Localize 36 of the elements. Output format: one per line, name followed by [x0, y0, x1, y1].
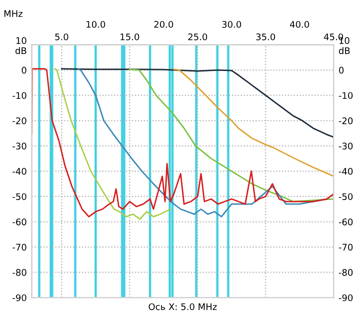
x-tick-label: 5.0 — [55, 33, 68, 40]
x2-tick-label: 30.0 — [222, 20, 242, 28]
y-tick-label: -90 — [12, 294, 26, 302]
y-tick-label: -60 — [12, 218, 26, 226]
line-series — [60, 68, 334, 138]
y2-tick-label: 0 — [339, 66, 344, 74]
y2-tick-label: -70 — [338, 244, 353, 251]
line-series — [173, 68, 334, 177]
x-tick-label: 25.0 — [188, 33, 208, 40]
y2-tick-label: -50 — [338, 193, 353, 200]
x-axis-title: Ось X: 5.0 MHz — [148, 303, 217, 310]
y2-tick-label: -80 — [338, 269, 353, 276]
x2-tick-label: 40.0 — [290, 20, 310, 28]
y-tick-label: -20 — [12, 117, 26, 124]
y-tick-label: -10 — [12, 92, 26, 99]
y2-tick-label: -90 — [338, 294, 353, 302]
y2-tick-label: -20 — [338, 117, 353, 124]
x2-tick-label: 20.0 — [154, 20, 174, 28]
y-tick-label: -30 — [12, 142, 26, 150]
y2-tick-label: -30 — [338, 142, 353, 150]
x2-tick-label: 10.0 — [86, 20, 106, 28]
y2-tick-label: -40 — [338, 168, 353, 175]
y2-tick-label: -60 — [338, 218, 353, 226]
y2-tick-label: -10 — [338, 92, 353, 99]
line-series — [128, 68, 334, 202]
y-tick-label: 0 — [22, 66, 26, 74]
y-tick-label: -50 — [12, 193, 26, 200]
x-tick-label: 15.0 — [120, 33, 140, 40]
y-tick-label: -40 — [12, 168, 26, 175]
y-tick-label: 10 dB — [15, 37, 26, 54]
y-tick-label: -80 — [12, 269, 26, 276]
line-series — [32, 68, 334, 218]
line-series — [54, 68, 172, 220]
text: MHz — [4, 10, 22, 17]
x-tick-label: 35.0 — [256, 33, 276, 40]
y-tick-label: -70 — [12, 244, 26, 251]
